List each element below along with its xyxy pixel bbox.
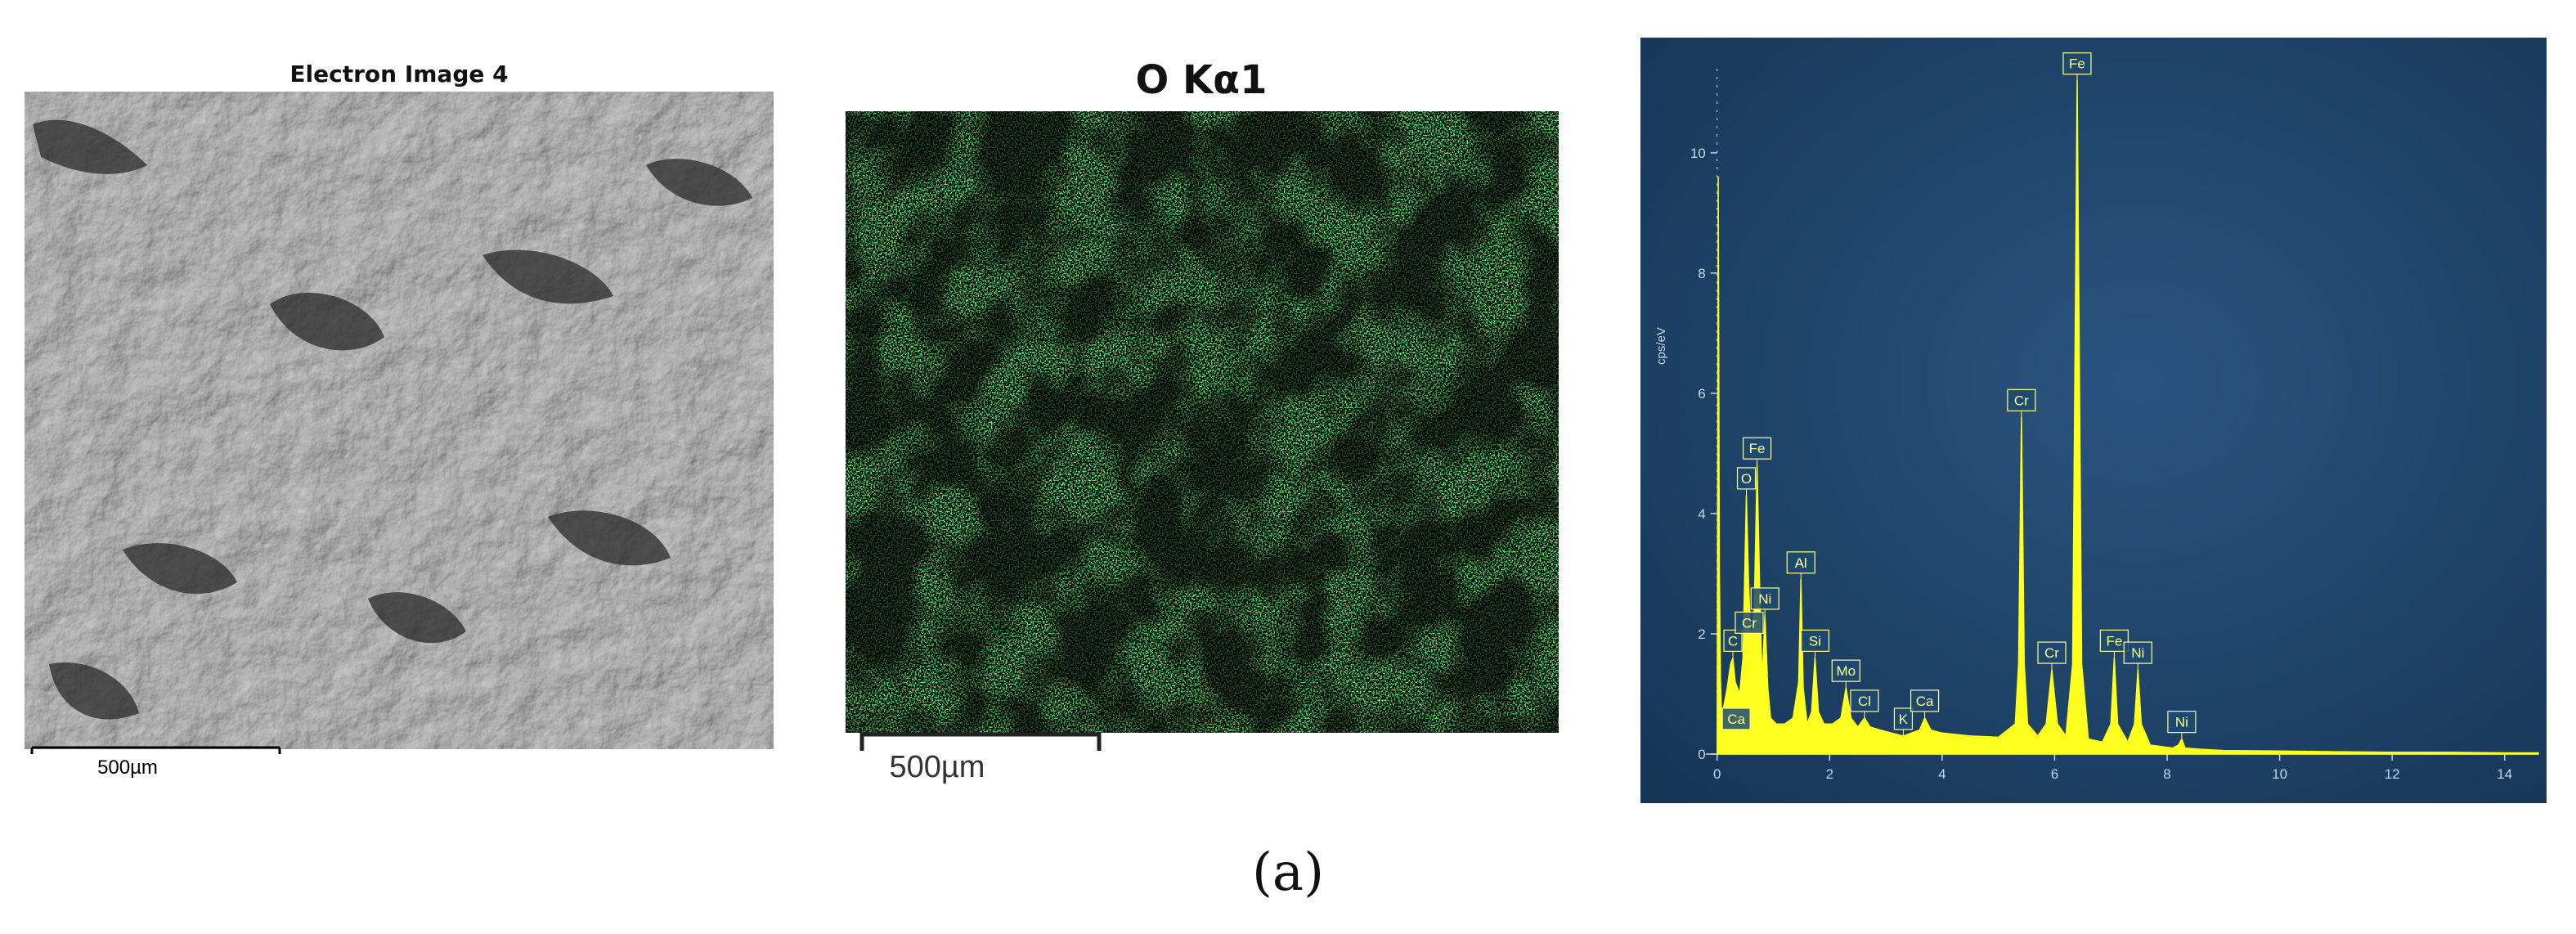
x-tick-label: 12 bbox=[2385, 766, 2400, 782]
figure-sublabel: (a) bbox=[1251, 842, 1325, 903]
y-tick-label: 0 bbox=[1698, 747, 1705, 762]
x-tick-label: 8 bbox=[2163, 766, 2170, 782]
y-tick-label: 2 bbox=[1698, 626, 1705, 642]
peak-label: Ca bbox=[1721, 707, 1751, 736]
svg-text:Cr: Cr bbox=[2044, 645, 2059, 661]
svg-text:Ca: Ca bbox=[1727, 712, 1745, 727]
peak-label: O bbox=[1736, 467, 1757, 496]
peak-label: Al bbox=[1786, 551, 1815, 580]
peak-label: Ni bbox=[2167, 711, 2197, 739]
peak-label: Si bbox=[1800, 629, 1830, 658]
svg-text:Ni: Ni bbox=[2175, 715, 2188, 730]
svg-text:O: O bbox=[1741, 471, 1752, 487]
peak-label: Cr bbox=[2037, 641, 2067, 671]
x-tick-label: 6 bbox=[2051, 766, 2058, 782]
x-tick-label: 10 bbox=[2272, 766, 2287, 782]
element-map-title: O Kα1 bbox=[1135, 57, 1268, 103]
svg-text:Cr: Cr bbox=[1742, 615, 1757, 631]
svg-text:Al: Al bbox=[1795, 555, 1807, 571]
y-axis-label: cps/eV bbox=[1654, 327, 1668, 365]
sem-scale-label: 500µm bbox=[97, 757, 158, 779]
peak-label: Ni bbox=[1750, 587, 1779, 616]
peak-label: Cl bbox=[1850, 689, 1879, 718]
svg-text:Fe: Fe bbox=[1749, 441, 1766, 456]
svg-text:Cr: Cr bbox=[2014, 393, 2029, 408]
peak-label: Fe bbox=[2099, 629, 2129, 658]
svg-text:Mo: Mo bbox=[1836, 663, 1856, 679]
x-tick-label: 2 bbox=[1826, 766, 1833, 782]
y-tick-label: 8 bbox=[1698, 266, 1705, 281]
y-tick-label: 6 bbox=[1698, 386, 1705, 402]
peak-label: Fe bbox=[1742, 437, 1772, 466]
peak-label: Ca bbox=[1910, 689, 1940, 718]
svg-text:Cl: Cl bbox=[1858, 694, 1871, 709]
oxygen-element-map bbox=[846, 111, 1559, 733]
svg-text:Fe: Fe bbox=[2069, 56, 2085, 72]
x-tick-label: 4 bbox=[1938, 766, 1945, 782]
peak-label: Cr bbox=[1735, 611, 1764, 640]
sem-micrograph bbox=[25, 92, 774, 749]
peak-label: Cr bbox=[2007, 388, 2036, 418]
peak-label: K bbox=[1893, 707, 1914, 736]
svg-text:K: K bbox=[1899, 712, 1909, 727]
sem-image-title: Electron Image 4 bbox=[289, 61, 509, 88]
peak-label: Ni bbox=[2123, 641, 2152, 671]
spectrum-background bbox=[1640, 38, 2547, 803]
y-tick-label: 4 bbox=[1698, 506, 1705, 522]
peak-label: Mo bbox=[1831, 659, 1860, 689]
svg-text:Ni: Ni bbox=[2131, 645, 2144, 661]
y-tick-label: 10 bbox=[1690, 146, 1706, 161]
map-scale-label: 500µm bbox=[890, 750, 985, 784]
peak-label: Fe bbox=[2062, 52, 2092, 81]
x-tick-label: 0 bbox=[1713, 766, 1721, 782]
x-tick-label: 14 bbox=[2497, 766, 2512, 782]
svg-text:Si: Si bbox=[1809, 633, 1821, 649]
sem-scale-bar: 500µm bbox=[30, 746, 281, 779]
svg-text:Ca: Ca bbox=[1916, 694, 1934, 709]
map-scale-bar: 500µm bbox=[859, 732, 1102, 784]
peak-label: C bbox=[1723, 629, 1743, 658]
svg-text:Fe: Fe bbox=[2106, 633, 2122, 649]
svg-text:Ni: Ni bbox=[1758, 591, 1771, 607]
svg-text:C: C bbox=[1728, 633, 1738, 649]
